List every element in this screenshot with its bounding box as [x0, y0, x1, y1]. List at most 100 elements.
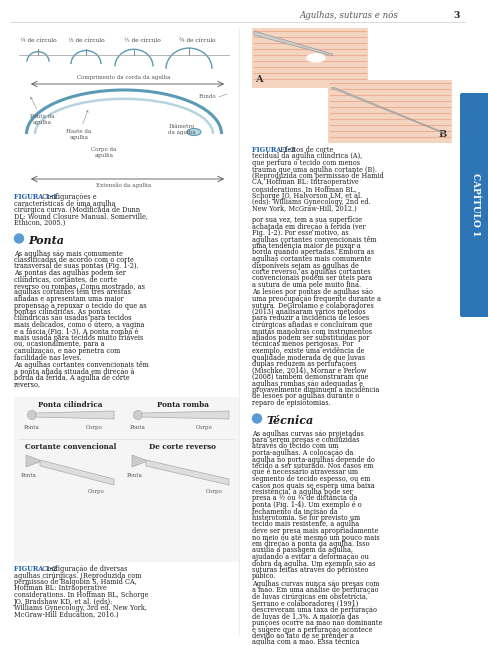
Text: Agulhas curvas nunca são presas com: Agulhas curvas nunca são presas com — [251, 580, 379, 588]
Text: (eds): Williams Gynecology, 2nd ed.: (eds): Williams Gynecology, 2nd ed. — [251, 198, 370, 206]
Text: mais delicados, como o útero, a vagina: mais delicados, como o útero, a vagina — [14, 321, 144, 329]
Circle shape — [15, 234, 23, 243]
Text: pontas cilíndricas. As pontas: pontas cilíndricas. As pontas — [14, 308, 110, 316]
Text: As pontas das agulhas podem ser: As pontas das agulhas podem ser — [14, 269, 125, 277]
Text: no meio ou até mesmo um pouco mais: no meio ou até mesmo um pouco mais — [251, 533, 379, 542]
Text: reverso ou rombas. Como mostrado, as: reverso ou rombas. Como mostrado, as — [14, 282, 145, 290]
Text: púbico.: púbico. — [251, 573, 276, 580]
Text: descreveram uma taxa de perfuração: descreveram uma taxa de perfuração — [251, 606, 376, 614]
Text: Ponta: Ponta — [21, 473, 37, 478]
Text: Corpo: Corpo — [87, 489, 104, 494]
Text: sutura. DeGirolamo e colaboradores: sutura. DeGirolamo e colaboradores — [251, 301, 373, 310]
Text: As agulhas cortantes convencionais têm: As agulhas cortantes convencionais têm — [14, 361, 148, 369]
Text: DL: Wound Closure Manual. Somerville,: DL: Wound Closure Manual. Somerville, — [14, 212, 148, 221]
Polygon shape — [36, 411, 114, 419]
Text: ou, ocasionalmente, para a: ou, ocasionalmente, para a — [14, 341, 104, 348]
Text: histerotomia. Se for previsto um: histerotomia. Se for previsto um — [251, 514, 360, 522]
Text: permissão de Balgobin S, Hamid CA,: permissão de Balgobin S, Hamid CA, — [14, 578, 137, 586]
Text: transversal de suas pontas (Fig. 1-2).: transversal de suas pontas (Fig. 1-2). — [14, 263, 138, 270]
Text: trauma que uma agulha cortante (B).: trauma que uma agulha cortante (B). — [251, 166, 376, 174]
Text: Ponta: Ponta — [127, 473, 142, 478]
Text: corte reverso, as agulhas cortantes: corte reverso, as agulhas cortantes — [251, 268, 370, 276]
Text: agulhas cortantes convencionais têm: agulhas cortantes convencionais têm — [251, 235, 376, 244]
Text: Hoffman BL: Intraoperative: Hoffman BL: Intraoperative — [14, 584, 106, 593]
Text: muitas manobras com instrumentos: muitas manobras com instrumentos — [251, 328, 371, 335]
Text: New York, McGraw-Hill, 2012.): New York, McGraw-Hill, 2012.) — [251, 204, 356, 212]
Text: Haste da
agulha: Haste da agulha — [66, 110, 91, 140]
Text: agulhas cortantes mais comumente: agulhas cortantes mais comumente — [251, 255, 370, 263]
Text: ¼ de círculo: ¼ de círculo — [20, 38, 56, 43]
Text: através do tecido com um: através do tecido com um — [251, 442, 338, 450]
Text: cirúrgicas afiadas e concluíram que: cirúrgicas afiadas e concluíram que — [251, 321, 371, 329]
Text: tecidual da agulha cilíndrica (A),: tecidual da agulha cilíndrica (A), — [251, 152, 362, 161]
Text: dobra da agulha. Um exemplo são as: dobra da agulha. Um exemplo são as — [251, 559, 375, 568]
Text: exemplo, existe uma evidência de: exemplo, existe uma evidência de — [251, 347, 364, 355]
Text: uma preocupação frequente durante a: uma preocupação frequente durante a — [251, 295, 380, 303]
Text: afiadas e apresentam uma maior: afiadas e apresentam uma maior — [14, 295, 123, 303]
Text: para serem presas e conduzidas: para serem presas e conduzidas — [251, 436, 359, 444]
Text: Configuração de diversas: Configuração de diversas — [39, 565, 128, 573]
Text: agulha no porta-agulhas depende do: agulha no porta-agulhas depende do — [251, 455, 374, 464]
Text: 3: 3 — [453, 10, 459, 19]
Text: ⅓ de círculo: ⅓ de círculo — [67, 38, 104, 43]
Text: facilidade nas leves.: facilidade nas leves. — [14, 353, 81, 361]
Text: As agulhas são mais comumente: As agulhas são mais comumente — [14, 250, 122, 257]
Text: porta-agulhas. A colocação da: porta-agulhas. A colocação da — [251, 449, 353, 457]
Text: ¾ de círculo: ¾ de círculo — [178, 38, 215, 43]
Text: (Reproduzida com permissão de Hamid: (Reproduzida com permissão de Hamid — [251, 172, 383, 180]
Polygon shape — [132, 455, 148, 467]
Text: ajudando a evitar a deformação ou: ajudando a evitar a deformação ou — [251, 553, 368, 561]
Text: agulhas rombas são adequadas e: agulhas rombas são adequadas e — [251, 379, 362, 388]
FancyBboxPatch shape — [327, 80, 451, 143]
Text: deve ser presa mais apropriadamente: deve ser presa mais apropriadamente — [251, 527, 378, 535]
Text: A: A — [254, 75, 262, 84]
Text: CA, Hoffman BL: Intraoperative: CA, Hoffman BL: Intraoperative — [251, 179, 358, 186]
Text: As agulhas curvas são projetadas: As agulhas curvas são projetadas — [251, 430, 363, 437]
Text: classificadas de acordo com o corte: classificadas de acordo com o corte — [14, 256, 134, 264]
Text: resistência, a agulha pode ser: resistência, a agulha pode ser — [251, 488, 352, 496]
Text: a sutura de uma pele muito fina.: a sutura de uma pele muito fina. — [251, 281, 360, 289]
Text: que perfura o tecido com menos: que perfura o tecido com menos — [251, 159, 359, 167]
Text: segmento de tecido espesso, ou em: segmento de tecido espesso, ou em — [251, 475, 369, 483]
Text: propensão a repuxar o tecido do que as: propensão a repuxar o tecido do que as — [14, 301, 146, 310]
Text: Técnica: Técnica — [265, 415, 313, 426]
FancyBboxPatch shape — [459, 93, 488, 317]
Text: cirúrgica curva. (Modificada de Dunn: cirúrgica curva. (Modificada de Dunn — [14, 206, 140, 214]
Text: As lesões por pontas de agulhas são: As lesões por pontas de agulhas são — [251, 288, 372, 297]
Ellipse shape — [27, 410, 37, 419]
Text: duplas reduzem as perfurações: duplas reduzem as perfurações — [251, 360, 356, 368]
Text: achatada em direção à ferida (ver: achatada em direção à ferida (ver — [251, 223, 365, 230]
Text: auxilia a passagem da agulha,: auxilia a passagem da agulha, — [251, 546, 352, 555]
Text: Ponta: Ponta — [130, 425, 145, 430]
Text: afiados podem ser substituídas por: afiados podem ser substituídas por — [251, 334, 368, 342]
Text: tecido a ser suturado. Nos casos em: tecido a ser suturado. Nos casos em — [251, 462, 373, 470]
Text: em direção à ponta da agulha. Isso: em direção à ponta da agulha. Isso — [251, 540, 369, 548]
FancyBboxPatch shape — [14, 397, 239, 562]
Text: tecido mais resistente, a agulha: tecido mais resistente, a agulha — [251, 521, 359, 528]
Text: CAPÍTULO 1: CAPÍTULO 1 — [470, 174, 479, 237]
Text: considerations. In Hoffman BL, Schorge: considerations. In Hoffman BL, Schorge — [14, 591, 148, 599]
Text: para reduzir a incidência de lesões: para reduzir a incidência de lesões — [251, 315, 368, 322]
Text: Corpo da
agulha: Corpo da agulha — [91, 147, 117, 158]
Text: Fig. 1-2). Por esse motivo, as: Fig. 1-2). Por esse motivo, as — [251, 229, 348, 237]
Text: disponíveis sejam as agulhas de: disponíveis sejam as agulhas de — [251, 261, 358, 270]
Text: Corpo: Corpo — [195, 425, 212, 430]
Text: Schorge JO, Halvorson LM, et al.: Schorge JO, Halvorson LM, et al. — [251, 192, 362, 199]
Text: JO, Bradshaw KD, et al. (eds):: JO, Bradshaw KD, et al. (eds): — [14, 597, 113, 606]
Text: características de uma agulha: características de uma agulha — [14, 199, 115, 208]
Ellipse shape — [186, 128, 201, 135]
Polygon shape — [330, 88, 444, 133]
Text: a mão. Em uma análise de perfuração: a mão. Em uma análise de perfuração — [251, 586, 378, 595]
Text: canulização, e não penetra com: canulização, e não penetra com — [14, 347, 120, 355]
Text: FIGURA 1-2: FIGURA 1-2 — [14, 565, 57, 573]
Text: Extensão da agulha: Extensão da agulha — [96, 182, 151, 188]
Text: borda quando apertadas. Embora as: borda quando apertadas. Embora as — [251, 248, 373, 257]
Text: cilíndricas, cortantes, de corte: cilíndricas, cortantes, de corte — [14, 275, 117, 284]
Text: FIGURA 1-3: FIGURA 1-3 — [251, 146, 295, 154]
Text: e sugere que a perfuração acontece: e sugere que a perfuração acontece — [251, 626, 372, 633]
Text: Ponta: Ponta — [24, 425, 40, 430]
Text: uma tendência maior de puxar a: uma tendência maior de puxar a — [251, 242, 360, 250]
Polygon shape — [253, 31, 332, 56]
Text: que é necessário atravessar um: que é necessário atravessar um — [251, 468, 357, 477]
Text: cilíndricas são usadas para tecidos: cilíndricas são usadas para tecidos — [14, 315, 131, 322]
